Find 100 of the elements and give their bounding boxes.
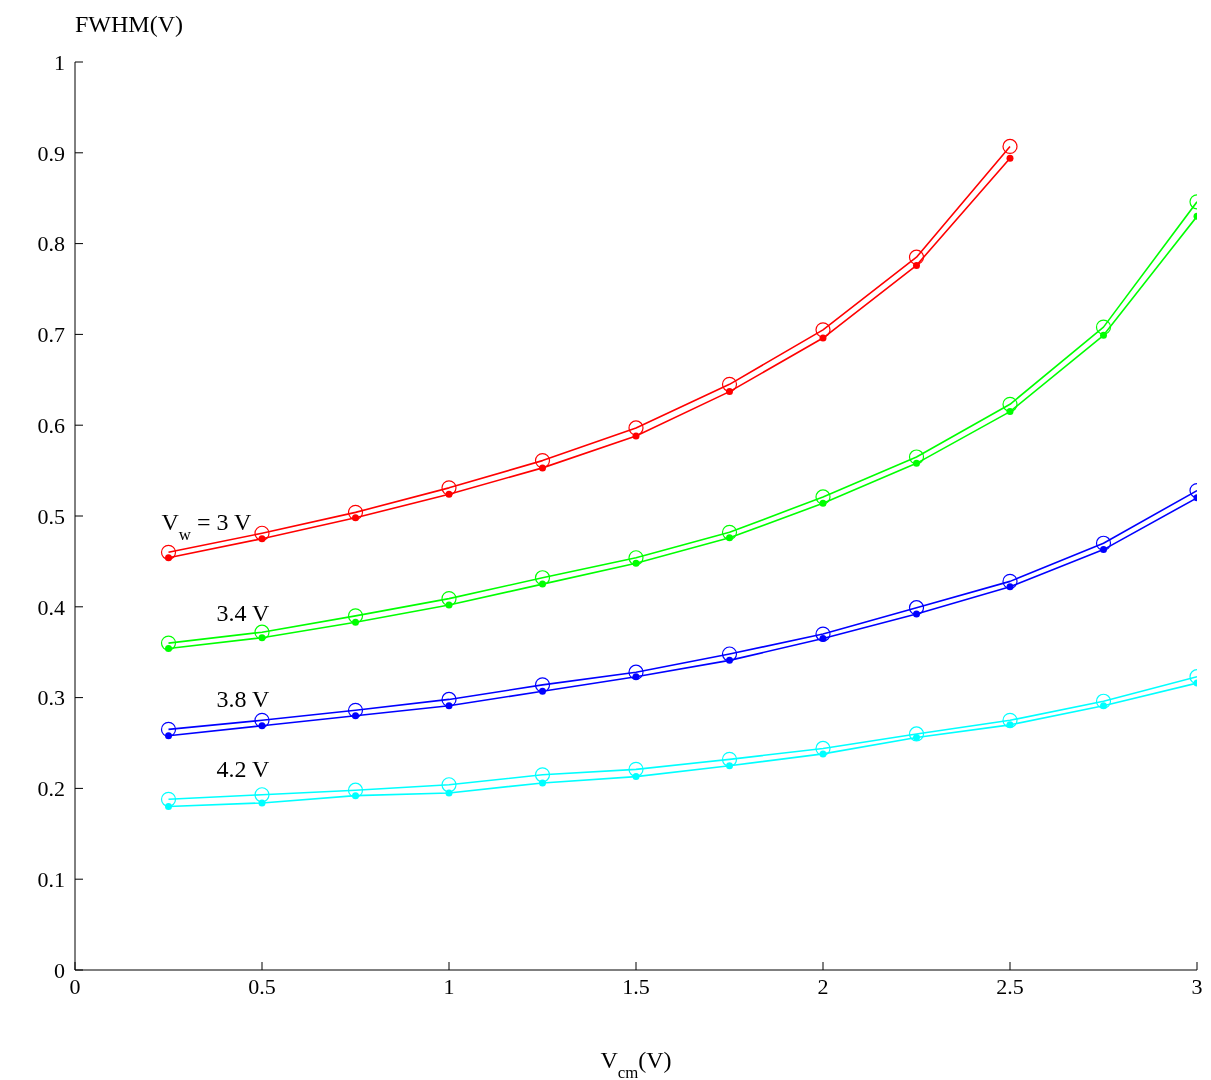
point: [347, 702, 364, 718]
annotation: 3.4 V: [216, 600, 271, 627]
point: [539, 580, 546, 588]
point: [819, 750, 827, 758]
point: [445, 789, 453, 797]
point: [726, 762, 733, 770]
point: [1006, 154, 1014, 162]
x-tick-label: 3: [1191, 973, 1203, 999]
point: [721, 646, 738, 662]
point: [819, 635, 827, 643]
point: [534, 767, 551, 783]
annotation: V$_{w}$ = 3 V: [161, 509, 253, 544]
point: [726, 534, 733, 542]
point: [721, 376, 738, 392]
point: [441, 591, 457, 607]
point: [726, 656, 733, 664]
point: [819, 334, 827, 342]
point: [445, 702, 453, 710]
point: [628, 761, 644, 777]
point: [913, 261, 920, 269]
point: [1002, 138, 1018, 155]
point: [721, 751, 738, 767]
point: [1100, 331, 1107, 339]
point: [1100, 546, 1107, 554]
point: [815, 322, 831, 338]
point: [815, 740, 831, 757]
point: [1002, 573, 1018, 589]
point: [352, 514, 359, 522]
point: [632, 773, 640, 781]
point: [1100, 702, 1107, 710]
point: [539, 779, 546, 787]
point: [160, 544, 177, 560]
y-tick-label: 0.6: [37, 413, 65, 439]
point: [908, 726, 925, 742]
point: [632, 432, 640, 440]
point: [1095, 319, 1112, 335]
x-tick-label: 1: [443, 973, 455, 999]
point: [352, 792, 359, 800]
point: [815, 626, 831, 642]
point: [628, 420, 644, 436]
annotation: 3.8 V: [216, 686, 271, 713]
point: [1095, 693, 1112, 709]
point: [1006, 408, 1014, 416]
point: [254, 525, 270, 541]
point: [258, 634, 266, 642]
x-tick-label: 0.5: [248, 973, 276, 999]
point: [908, 449, 925, 465]
point: [258, 799, 266, 807]
point: [815, 489, 831, 505]
point: [908, 249, 925, 265]
y-tick-label: 0.2: [37, 776, 65, 802]
point: [445, 601, 453, 609]
point: [534, 453, 551, 469]
y-tick-label: 1: [54, 49, 65, 75]
y-tick-label: 0.3: [37, 685, 65, 711]
point: [347, 504, 364, 520]
point: [632, 559, 640, 567]
point: [628, 550, 644, 566]
point: [165, 554, 172, 562]
point: [258, 722, 266, 730]
y-tick-label: 0.9: [37, 140, 65, 166]
point: [913, 610, 920, 618]
y-tick-label: 0: [54, 957, 65, 983]
y-tick-label: 0.5: [37, 503, 65, 529]
point: [347, 608, 364, 624]
point: [908, 600, 925, 616]
point: [258, 535, 266, 543]
y-axis-title: FWHM(V): [75, 11, 183, 37]
point: [165, 645, 172, 653]
point: [165, 803, 172, 811]
point: [254, 624, 270, 640]
point: [352, 712, 359, 720]
point: [441, 480, 457, 496]
point: [352, 618, 359, 626]
point: [441, 691, 457, 708]
point: [632, 673, 640, 681]
point: [160, 721, 177, 737]
point: [1006, 721, 1014, 729]
x-axis-title: V$_{cm}$(V): [600, 1047, 672, 1080]
x-tick-label: 2: [817, 973, 829, 999]
point: [726, 388, 733, 396]
point: [1002, 712, 1018, 728]
x-tick-label: 1.5: [622, 973, 650, 999]
annotation: 4.2 V: [216, 756, 271, 783]
point: [539, 687, 546, 695]
point: [160, 635, 177, 651]
y-tick-label: 0.7: [37, 322, 65, 348]
point: [534, 570, 551, 586]
x-tick-label: 2.5: [996, 973, 1024, 999]
point: [539, 464, 546, 472]
point: [1006, 583, 1014, 591]
point: [819, 499, 827, 507]
y-tick-label: 0.1: [37, 867, 65, 893]
y-tick-label: 0.4: [37, 594, 65, 620]
point: [1002, 396, 1018, 412]
point: [913, 459, 920, 467]
point: [721, 524, 738, 540]
point: [347, 782, 364, 798]
point: [1095, 535, 1112, 551]
point: [445, 490, 453, 498]
